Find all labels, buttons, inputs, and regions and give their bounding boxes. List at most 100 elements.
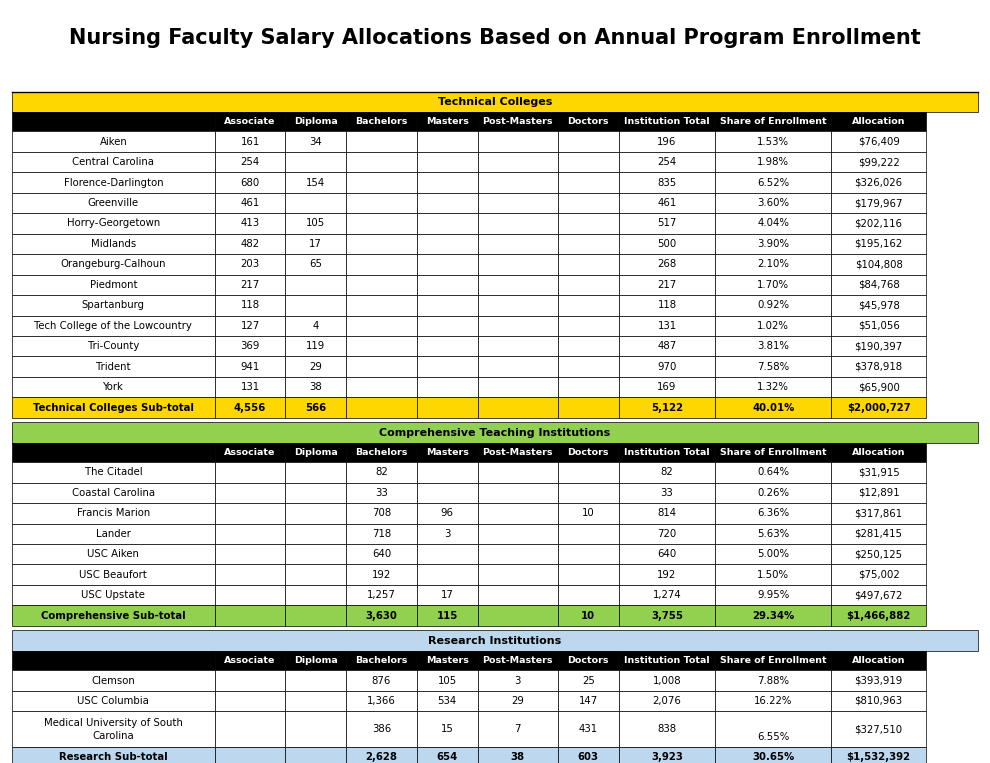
Bar: [346, 565, 417, 585]
Bar: [557, 152, 619, 172]
Text: Comprehensive Teaching Institutions: Comprehensive Teaching Institutions: [379, 427, 611, 437]
Text: Technical Colleges Sub-total: Technical Colleges Sub-total: [33, 403, 194, 413]
Text: $65,900: $65,900: [857, 382, 900, 392]
Text: 192: 192: [372, 570, 391, 580]
Bar: [346, 112, 417, 131]
Bar: [285, 336, 346, 356]
Text: $327,510: $327,510: [854, 724, 903, 734]
Bar: [619, 152, 716, 172]
Text: 1,008: 1,008: [652, 675, 681, 685]
Bar: [12, 112, 215, 131]
Bar: [346, 691, 417, 711]
Bar: [285, 605, 346, 626]
Bar: [285, 503, 346, 523]
Bar: [619, 711, 716, 747]
Bar: [12, 585, 215, 605]
Bar: [832, 565, 926, 585]
Text: 131: 131: [241, 382, 259, 392]
Text: 500: 500: [657, 239, 676, 249]
Bar: [477, 377, 557, 398]
Bar: [346, 152, 417, 172]
Bar: [346, 316, 417, 336]
Bar: [215, 483, 285, 503]
Bar: [12, 544, 215, 565]
Bar: [477, 691, 557, 711]
Text: 38: 38: [310, 382, 322, 392]
Text: 2,628: 2,628: [365, 752, 397, 762]
Text: USC Aiken: USC Aiken: [87, 549, 140, 559]
Text: $393,919: $393,919: [854, 675, 903, 685]
Bar: [417, 152, 477, 172]
Text: 38: 38: [511, 752, 525, 762]
Bar: [12, 691, 215, 711]
Bar: [346, 585, 417, 605]
Bar: [285, 462, 346, 483]
Bar: [346, 651, 417, 671]
Text: Associate: Associate: [225, 656, 276, 665]
Text: Post-Masters: Post-Masters: [482, 118, 553, 126]
Bar: [619, 336, 716, 356]
Bar: [619, 691, 716, 711]
Bar: [557, 193, 619, 214]
Bar: [477, 254, 557, 275]
Bar: [215, 605, 285, 626]
Bar: [832, 295, 926, 316]
Text: Medical University of South: Medical University of South: [44, 718, 183, 728]
Bar: [832, 483, 926, 503]
Bar: [716, 605, 832, 626]
Bar: [346, 711, 417, 747]
Bar: [557, 356, 619, 377]
Bar: [619, 316, 716, 336]
Text: 82: 82: [375, 468, 388, 478]
Bar: [557, 523, 619, 544]
Text: The Citadel: The Citadel: [84, 468, 143, 478]
Text: Associate: Associate: [225, 448, 276, 457]
Bar: [557, 483, 619, 503]
Bar: [417, 295, 477, 316]
Bar: [716, 711, 832, 747]
Bar: [215, 316, 285, 336]
Text: 1,366: 1,366: [367, 696, 396, 706]
Bar: [417, 377, 477, 398]
Text: Technical Colleges: Technical Colleges: [438, 97, 552, 107]
Bar: [12, 92, 978, 112]
Bar: [619, 462, 716, 483]
Text: $497,672: $497,672: [854, 590, 903, 600]
Bar: [215, 651, 285, 671]
Bar: [215, 336, 285, 356]
Bar: [832, 193, 926, 214]
Text: Nursing Faculty Salary Allocations Based on Annual Program Enrollment: Nursing Faculty Salary Allocations Based…: [69, 28, 921, 48]
Bar: [716, 443, 832, 462]
Bar: [619, 131, 716, 152]
Text: 127: 127: [241, 320, 259, 330]
Bar: [832, 254, 926, 275]
Bar: [12, 605, 215, 626]
Text: Trident: Trident: [96, 362, 131, 372]
Bar: [12, 316, 215, 336]
Bar: [215, 747, 285, 763]
Bar: [832, 112, 926, 131]
Text: Post-Masters: Post-Masters: [482, 448, 553, 457]
Text: 25: 25: [582, 675, 595, 685]
Bar: [215, 585, 285, 605]
Bar: [557, 651, 619, 671]
Text: Diploma: Diploma: [294, 656, 338, 665]
Text: 196: 196: [657, 137, 677, 146]
Text: Institution Total: Institution Total: [624, 448, 710, 457]
Text: Masters: Masters: [426, 118, 468, 126]
Bar: [12, 462, 215, 483]
Bar: [417, 172, 477, 193]
Text: 3,630: 3,630: [365, 610, 397, 620]
Text: Orangeburg-Calhoun: Orangeburg-Calhoun: [60, 259, 166, 269]
Text: 6.36%: 6.36%: [757, 508, 789, 518]
Text: 30.65%: 30.65%: [752, 752, 794, 762]
Bar: [12, 295, 215, 316]
Text: $281,415: $281,415: [854, 529, 903, 539]
Bar: [557, 254, 619, 275]
Bar: [832, 503, 926, 523]
Bar: [557, 131, 619, 152]
Text: 115: 115: [437, 610, 457, 620]
Bar: [417, 747, 477, 763]
Bar: [215, 443, 285, 462]
Text: 6.52%: 6.52%: [757, 178, 789, 188]
